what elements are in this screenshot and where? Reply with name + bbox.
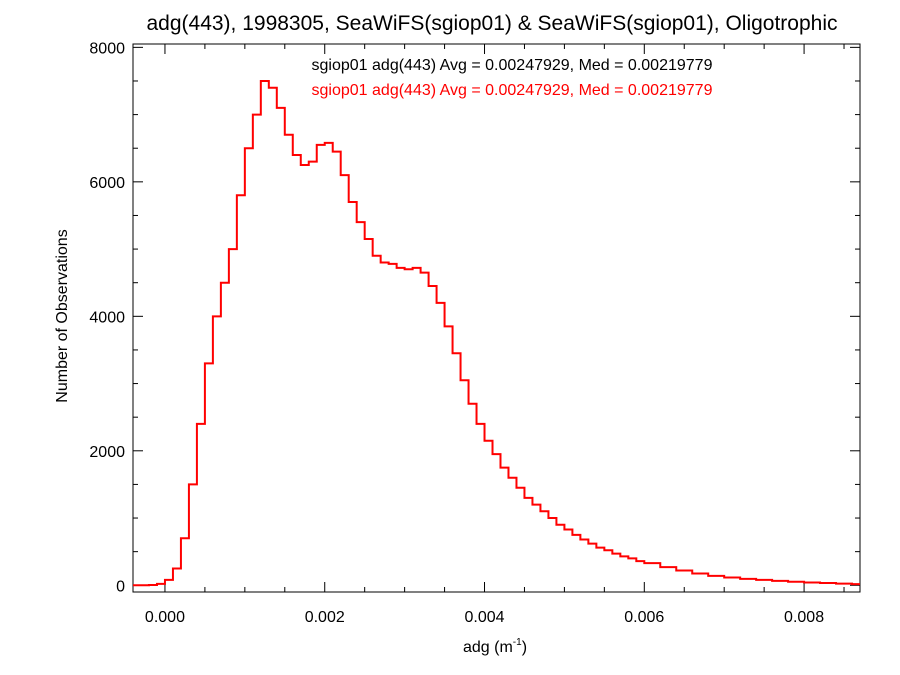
- x-axis-ticks: 0.000 0.002 0.004 0.006 0.008: [145, 44, 845, 626]
- x-tick-label: 0.002: [305, 609, 345, 626]
- chart-title: adg(443), 1998305, SeaWiFS(sgiop01) & Se…: [146, 12, 837, 35]
- y-axis-ticks: 0 2000 4000 6000 8000: [89, 40, 860, 595]
- x-tick-label: 0.004: [464, 609, 504, 626]
- y-tick-label: 2000: [89, 444, 125, 461]
- x-tick-label: 0.000: [145, 609, 185, 626]
- y-tick-label: 8000: [89, 40, 125, 57]
- x-tick-label: 0.006: [624, 609, 664, 626]
- x-axis-label-close: ): [522, 639, 527, 656]
- x-axis-label-main: adg (m: [463, 639, 513, 656]
- x-axis-label: adg (m-1): [463, 637, 527, 656]
- histogram-series-line: [133, 79, 860, 587]
- stat-annotation-black: sgiop01 adg(443) Avg = 0.00247929, Med =…: [312, 57, 713, 74]
- y-tick-label: 0: [116, 578, 125, 595]
- y-tick-label: 4000: [89, 309, 125, 326]
- x-tick-label: 0.008: [784, 609, 824, 626]
- x-axis-label-superscript: -1: [513, 637, 522, 648]
- y-axis-label: Number of Observations: [54, 229, 71, 402]
- plot-frame: [132, 43, 861, 593]
- stat-annotation-red: sgiop01 adg(443) Avg = 0.00247929, Med =…: [312, 82, 713, 99]
- y-tick-label: 6000: [89, 175, 125, 192]
